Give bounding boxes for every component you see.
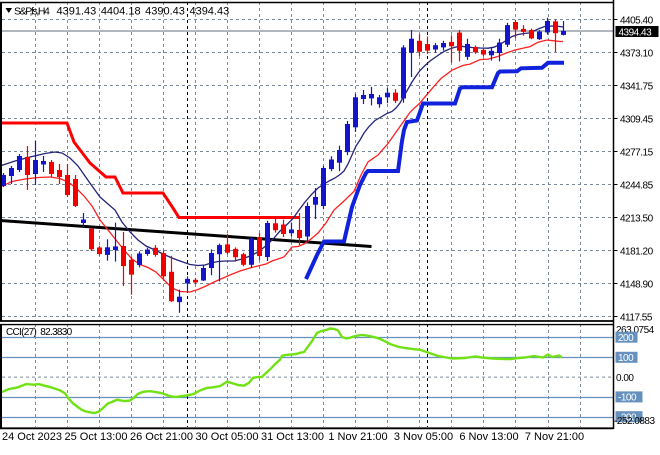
svg-text:4213.50: 4213.50 — [620, 213, 654, 224]
svg-text:-252.0883: -252.0883 — [614, 416, 655, 427]
svg-text:4391.43 4404.18 4390.43 4394.4: 4391.43 4404.18 4390.43 4394.43 — [57, 6, 230, 18]
svg-text:100: 100 — [618, 353, 634, 364]
svg-text:31 Oct 13:00: 31 Oct 13:00 — [261, 431, 324, 443]
svg-text:25 Oct 13:00: 25 Oct 13:00 — [65, 431, 128, 443]
svg-text:24 Oct 2023: 24 Oct 2023 — [2, 431, 62, 443]
svg-text:26 Oct 21:00: 26 Oct 21:00 — [130, 431, 193, 443]
svg-text:4405.40: 4405.40 — [620, 15, 654, 26]
svg-text:4181.20: 4181.20 — [620, 246, 654, 257]
svg-text:4117.55: 4117.55 — [620, 312, 653, 323]
svg-text:7 Nov 21:00: 7 Nov 21:00 — [525, 431, 584, 443]
svg-text:30 Oct 05:00: 30 Oct 05:00 — [196, 431, 259, 443]
svg-text:0.00: 0.00 — [616, 373, 634, 384]
svg-text:-100: -100 — [618, 393, 637, 404]
svg-text:263.0754: 263.0754 — [616, 325, 655, 336]
svg-text:1 Nov 21:00: 1 Nov 21:00 — [328, 431, 387, 443]
svg-text:200: 200 — [618, 333, 634, 344]
svg-text:4341.75: 4341.75 — [620, 81, 654, 92]
svg-text:4244.85: 4244.85 — [620, 180, 654, 191]
svg-text:4148.90: 4148.90 — [620, 279, 654, 290]
svg-text:3 Nov 05:00: 3 Nov 05:00 — [394, 431, 453, 443]
svg-text:6 Nov 13:00: 6 Nov 13:00 — [459, 431, 518, 443]
svg-text:4394.43: 4394.43 — [619, 27, 653, 38]
svg-text:4277.15: 4277.15 — [620, 147, 654, 158]
svg-text:4373.10: 4373.10 — [620, 48, 654, 59]
svg-text:S&P,fs,H4: S&P,fs,H4 — [14, 6, 50, 18]
svg-text:CCI(27) 82.3830: CCI(27) 82.3830 — [6, 327, 73, 338]
svg-text:-200: -200 — [618, 413, 637, 424]
svg-text:4309.45: 4309.45 — [620, 114, 654, 125]
